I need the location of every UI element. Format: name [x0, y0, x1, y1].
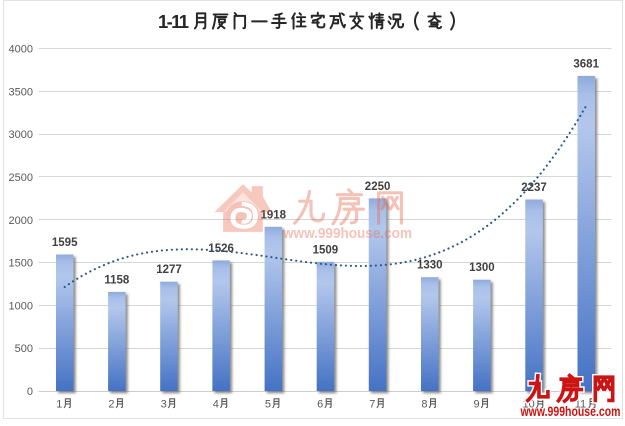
svg-text:1: 1 [56, 399, 62, 411]
svg-text:1000: 1000 [9, 300, 33, 312]
svg-text:1277: 1277 [156, 264, 182, 276]
svg-text:4: 4 [213, 399, 219, 411]
svg-text:1595: 1595 [52, 237, 78, 249]
svg-text:1-11: 1-11 [158, 11, 189, 32]
svg-text:www.999house.com: www.999house.com [520, 403, 621, 419]
svg-text:1500: 1500 [9, 258, 33, 270]
svg-text:1509: 1509 [313, 244, 339, 256]
svg-text:1158: 1158 [104, 274, 130, 286]
svg-text:1918: 1918 [261, 209, 287, 221]
svg-text:4000: 4000 [9, 44, 33, 56]
svg-text:2000: 2000 [9, 215, 33, 227]
svg-text:500: 500 [15, 343, 33, 355]
svg-text:6: 6 [317, 399, 323, 411]
svg-text:2500: 2500 [9, 172, 33, 184]
svg-text:1330: 1330 [417, 260, 443, 272]
svg-text:3: 3 [161, 399, 167, 411]
svg-text:2250: 2250 [365, 181, 391, 193]
svg-text:www.999house.com: www.999house.com [282, 226, 412, 242]
svg-text:7: 7 [369, 399, 375, 411]
svg-text:5: 5 [265, 399, 271, 411]
svg-text:9: 9 [474, 399, 480, 411]
svg-text:2237: 2237 [521, 182, 547, 194]
svg-text:2: 2 [108, 399, 114, 411]
svg-text:8: 8 [421, 399, 427, 411]
svg-text:1526: 1526 [208, 243, 234, 255]
svg-text:3000: 3000 [9, 129, 33, 141]
svg-text:11: 11 [575, 399, 586, 411]
svg-text:3681: 3681 [573, 58, 599, 70]
svg-text:0: 0 [27, 386, 33, 398]
svg-text:3500: 3500 [9, 86, 33, 98]
svg-text:1300: 1300 [469, 262, 495, 274]
